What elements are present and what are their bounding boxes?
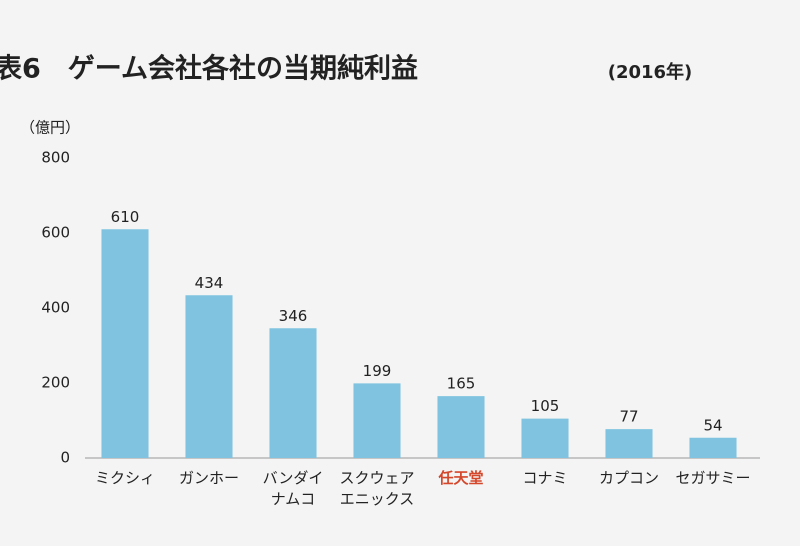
x-tick-label: カプコン (599, 469, 659, 487)
bar (437, 396, 485, 458)
value-label: 346 (279, 307, 308, 325)
value-label: 105 (531, 397, 560, 415)
x-tick-label: ガンホー (179, 469, 239, 487)
x-tick-label: 任天堂 (437, 469, 483, 487)
value-label: 54 (703, 416, 722, 434)
y-tick-label: 800 (41, 149, 70, 167)
y-axis-label: （億円） (20, 119, 80, 137)
chart-subtitle: (2016年) (608, 61, 693, 83)
y-tick-label: 200 (41, 374, 70, 392)
value-label: 199 (363, 362, 392, 380)
x-tick-label: ミクシィ (95, 469, 155, 487)
bar (353, 383, 401, 458)
bar (101, 229, 149, 458)
y-tick-label: 0 (60, 449, 70, 467)
bar (521, 418, 569, 458)
x-tick-label: セガサミー (675, 469, 750, 487)
bar (185, 295, 233, 458)
bar (605, 429, 653, 458)
x-tick-label: バンダイナムコ (263, 469, 324, 508)
value-label: 77 (619, 408, 638, 426)
value-label: 165 (447, 375, 476, 393)
bar (689, 437, 737, 458)
y-tick-label: 600 (41, 224, 70, 242)
value-label: 434 (195, 274, 224, 292)
x-tick-label: コナミ (522, 469, 567, 487)
x-tick-label: スクウェアエニックス (339, 469, 414, 508)
y-tick-label: 400 (41, 299, 70, 317)
chart-title: 図表6 ゲーム会社各社の当期純利益 (0, 53, 418, 85)
bar (269, 328, 317, 458)
value-label: 610 (111, 208, 140, 226)
